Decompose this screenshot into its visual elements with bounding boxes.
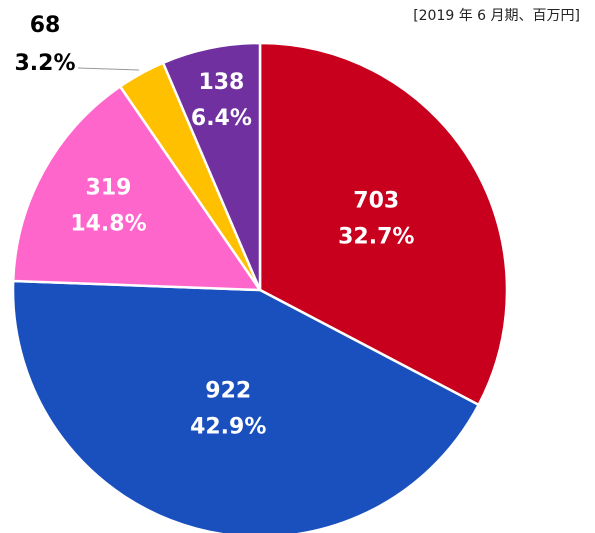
pie-slice: [161, 41, 262, 291]
slice-value-label: 138: [198, 70, 244, 95]
slice-percent-label: 42.9%: [190, 414, 266, 439]
slice-value-label: 922: [205, 378, 251, 403]
pie-slice: [11, 279, 481, 533]
pie-slice: [258, 41, 509, 407]
pie-slice: [11, 84, 263, 292]
slice-percent-label: 32.7%: [338, 225, 414, 250]
leader-line: [77, 67, 140, 71]
slice-value-label: 68: [30, 13, 61, 38]
unit-note: [2019 年 6 月期、百万円]: [413, 8, 580, 24]
slice-percent-label: 3.2%: [14, 51, 75, 76]
slice-value-label: 703: [353, 189, 399, 214]
slice-percent-label: 6.4%: [191, 106, 252, 131]
slice-percent-label: 14.8%: [70, 212, 146, 237]
slice-value-label: 319: [86, 176, 132, 201]
